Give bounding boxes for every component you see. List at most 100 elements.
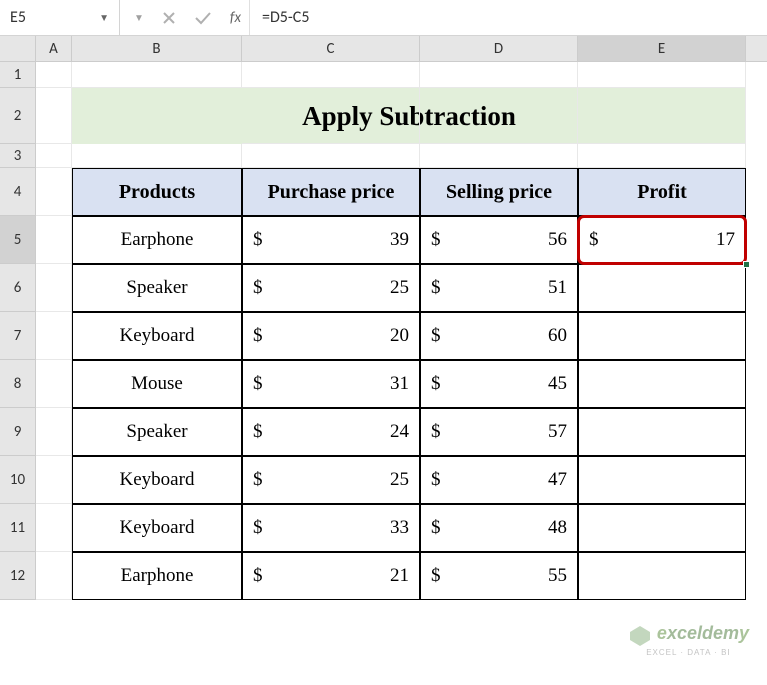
cell-profit-5[interactable]: $17	[578, 216, 746, 264]
cell-product-6[interactable]: Speaker	[72, 264, 242, 312]
cell-product-12[interactable]: Earphone	[72, 552, 242, 600]
cell-product-5[interactable]: Earphone	[72, 216, 242, 264]
cell-selling-8[interactable]: $45	[420, 360, 578, 408]
row-header-12[interactable]: 12	[0, 552, 36, 600]
cell-selling-11[interactable]: $48	[420, 504, 578, 552]
watermark-logo-icon	[628, 624, 652, 648]
cell-A5[interactable]	[36, 216, 72, 264]
cell-purchase-11[interactable]: $33	[242, 504, 420, 552]
row-header-9[interactable]: 9	[0, 408, 36, 456]
row-header-11[interactable]: 11	[0, 504, 36, 552]
col-header-E[interactable]: E	[578, 36, 746, 61]
cell-A12[interactable]	[36, 552, 72, 600]
cell-product-7[interactable]: Keyboard	[72, 312, 242, 360]
row-header-8[interactable]: 8	[0, 360, 36, 408]
row-9: 9 Speaker$24$57	[0, 408, 767, 456]
row-header-1[interactable]: 1	[0, 62, 36, 88]
cell-purchase-10[interactable]: $25	[242, 456, 420, 504]
cell-selling-12[interactable]: $55	[420, 552, 578, 600]
cell-A10[interactable]	[36, 456, 72, 504]
cell-A6[interactable]	[36, 264, 72, 312]
cell-selling-5[interactable]: $56	[420, 216, 578, 264]
row-5: 5Earphone$39$56$17	[0, 216, 767, 264]
header-selling[interactable]: Selling price	[420, 168, 578, 216]
cell-A3[interactable]	[36, 144, 72, 168]
selling-value: 51	[548, 277, 567, 299]
cell-purchase-5[interactable]: $39	[242, 216, 420, 264]
row-header-3[interactable]: 3	[0, 144, 36, 168]
col-header-A[interactable]: A	[36, 36, 72, 61]
row-10: 10 Keyboard$25$47	[0, 456, 767, 504]
cell-E3[interactable]	[578, 144, 746, 168]
cell-B2[interactable]: Apply Subtraction	[72, 88, 242, 144]
row-header-7[interactable]: 7	[0, 312, 36, 360]
selling-value: 45	[548, 373, 567, 395]
fx-label[interactable]: fx	[226, 0, 250, 35]
selling-value: 48	[548, 517, 567, 539]
cell-E1[interactable]	[578, 62, 746, 88]
cell-purchase-12[interactable]: $21	[242, 552, 420, 600]
col-header-B[interactable]: B	[72, 36, 242, 61]
header-profit[interactable]: Profit	[578, 168, 746, 216]
cell-reference: E5	[10, 8, 26, 27]
header-products[interactable]: Products	[72, 168, 242, 216]
cell-A9[interactable]	[36, 408, 72, 456]
cell-selling-6[interactable]: $51	[420, 264, 578, 312]
cell-A11[interactable]	[36, 504, 72, 552]
cell-profit-12[interactable]	[578, 552, 746, 600]
cell-A4[interactable]	[36, 168, 72, 216]
confirm-icon[interactable]	[194, 11, 212, 25]
dropdown-icon[interactable]: ▼	[134, 11, 144, 24]
cell-selling-9[interactable]: $57	[420, 408, 578, 456]
col-header-D[interactable]: D	[420, 36, 578, 61]
cell-selling-10[interactable]: $47	[420, 456, 578, 504]
cell-product-11[interactable]: Keyboard	[72, 504, 242, 552]
profit-value: 17	[716, 229, 735, 251]
cell-product-9[interactable]: Speaker	[72, 408, 242, 456]
row-2: 2 Apply Subtraction	[0, 88, 767, 144]
cell-B1[interactable]	[72, 62, 242, 88]
cell-C2[interactable]	[242, 88, 420, 144]
cell-profit-8[interactable]	[578, 360, 746, 408]
header-purchase[interactable]: Purchase price	[242, 168, 420, 216]
cell-purchase-8[interactable]: $31	[242, 360, 420, 408]
cell-profit-10[interactable]	[578, 456, 746, 504]
cell-A2[interactable]	[36, 88, 72, 144]
cell-D2[interactable]	[420, 88, 578, 144]
row-header-6[interactable]: 6	[0, 264, 36, 312]
row-header-4[interactable]: 4	[0, 168, 36, 216]
cell-A7[interactable]	[36, 312, 72, 360]
cancel-icon[interactable]	[162, 11, 176, 25]
cell-C3[interactable]	[242, 144, 420, 168]
row-header-2[interactable]: 2	[0, 88, 36, 144]
fill-handle[interactable]	[743, 261, 750, 268]
cell-product-10[interactable]: Keyboard	[72, 456, 242, 504]
currency-symbol: $	[253, 421, 263, 443]
cell-D1[interactable]	[420, 62, 578, 88]
cell-D3[interactable]	[420, 144, 578, 168]
cell-A8[interactable]	[36, 360, 72, 408]
cell-profit-6[interactable]	[578, 264, 746, 312]
cell-product-8[interactable]: Mouse	[72, 360, 242, 408]
col-header-C[interactable]: C	[242, 36, 420, 61]
select-all-corner[interactable]	[0, 36, 36, 61]
watermark: eexceldemyxceldemy EXCEL · DATA · BI	[628, 623, 749, 657]
cell-profit-11[interactable]	[578, 504, 746, 552]
cell-profit-7[interactable]	[578, 312, 746, 360]
cell-purchase-9[interactable]: $24	[242, 408, 420, 456]
name-box-dropdown-icon[interactable]: ▼	[99, 11, 109, 24]
cell-selling-7[interactable]: $60	[420, 312, 578, 360]
cell-purchase-6[interactable]: $25	[242, 264, 420, 312]
formula-input[interactable]: =D5-C5	[250, 8, 767, 27]
name-box[interactable]: E5 ▼	[0, 0, 120, 35]
cell-profit-9[interactable]	[578, 408, 746, 456]
currency-symbol: $	[431, 229, 441, 251]
purchase-value: 39	[390, 229, 409, 251]
cell-B3[interactable]	[72, 144, 242, 168]
row-header-5[interactable]: 5	[0, 216, 36, 264]
cell-C1[interactable]	[242, 62, 420, 88]
cell-A1[interactable]	[36, 62, 72, 88]
row-header-10[interactable]: 10	[0, 456, 36, 504]
cell-purchase-7[interactable]: $20	[242, 312, 420, 360]
cell-E2[interactable]	[578, 88, 746, 144]
